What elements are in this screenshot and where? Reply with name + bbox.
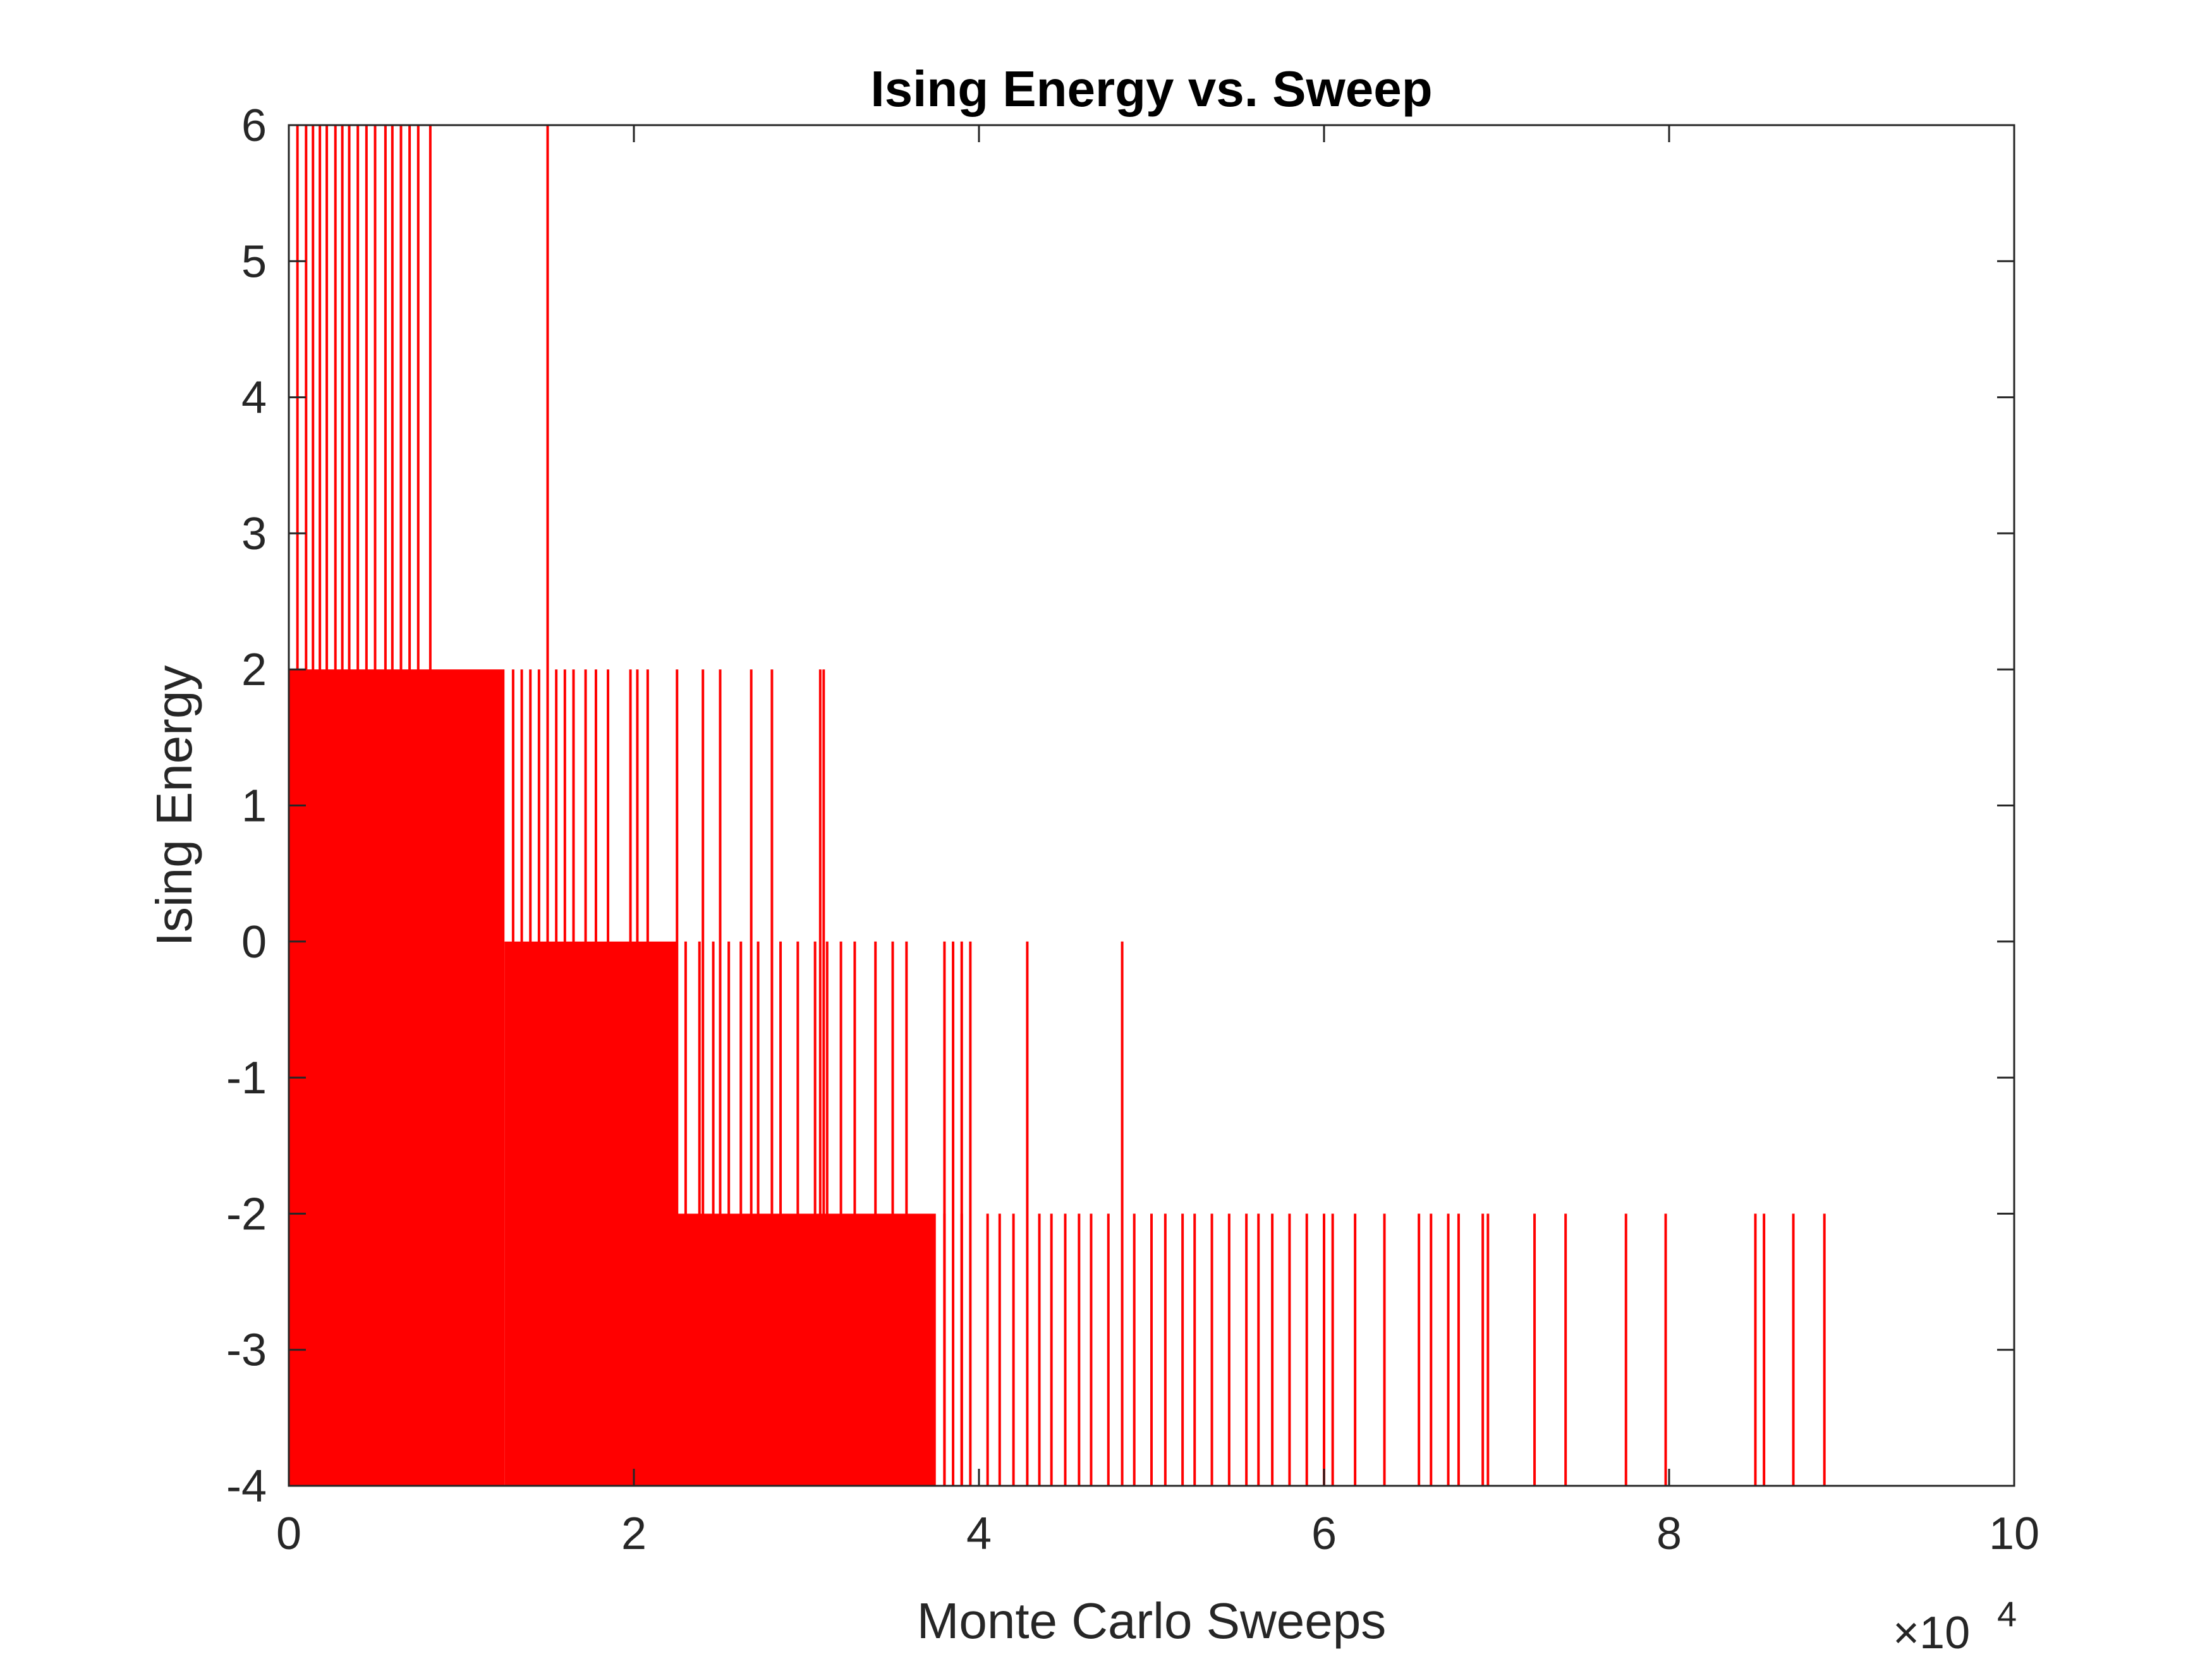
y-tick-label-8: -2 (226, 1189, 267, 1239)
y-tick-label-7: -1 (226, 1053, 267, 1103)
y-tick-label-2: 4 (241, 373, 267, 423)
x-tick-label-2: 4 (966, 1509, 992, 1559)
y-tick-label-4: 2 (241, 645, 267, 695)
x-tick-label-0: 0 (276, 1509, 301, 1559)
y-tick-label-0: 6 (241, 100, 267, 151)
chart-title: Ising Energy vs. Sweep (870, 61, 1432, 117)
y-axis-label: Ising Energy (146, 665, 202, 947)
x-tick-label-5: 10 (1989, 1509, 2039, 1559)
x-tick-label-3: 6 (1311, 1509, 1337, 1559)
ticks (288, 124, 2015, 1487)
dense-region-0 (289, 669, 505, 1486)
y-tick-label-10: -4 (226, 1461, 267, 1512)
plot-marks (289, 125, 2014, 1487)
x-exponent-power: 4 (1997, 1594, 2017, 1634)
dense-region-2 (677, 1213, 936, 1486)
y-tick-label-3: 3 (241, 509, 267, 559)
x-tick-label-1: 2 (621, 1509, 647, 1559)
y-tick-label-5: 1 (241, 781, 267, 832)
y-tick-label-9: -3 (226, 1325, 267, 1376)
x-exponent-base: ×10 (1893, 1608, 1970, 1658)
x-axis-label: Monte Carlo Sweeps (917, 1593, 1387, 1649)
x-tick-label-4: 8 (1656, 1509, 1682, 1559)
y-tick-label-6: 0 (241, 917, 267, 968)
y-tick-label-1: 5 (241, 236, 267, 287)
